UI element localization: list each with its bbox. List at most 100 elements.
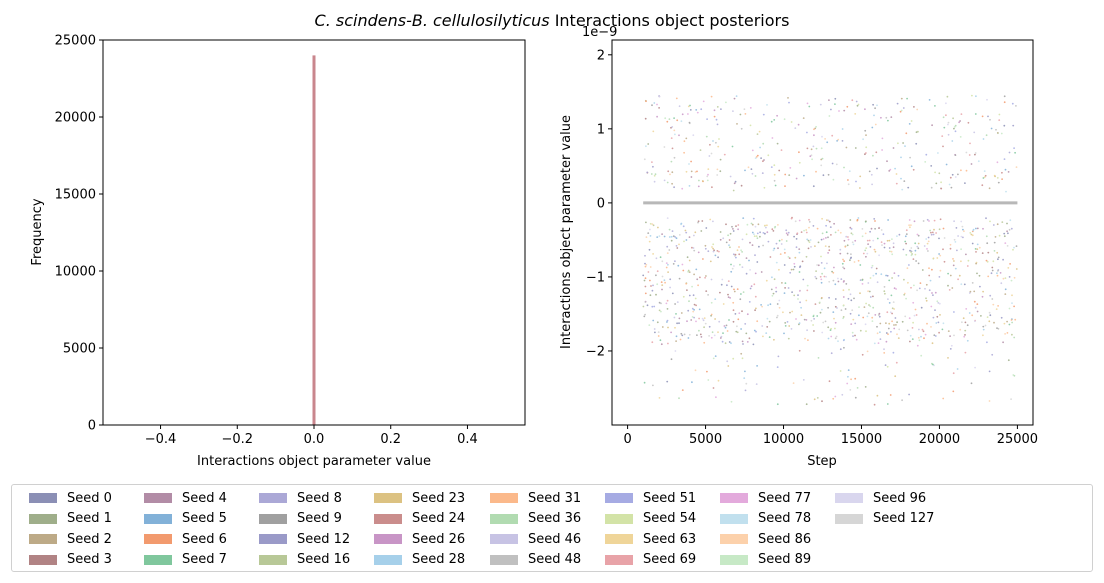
- trace-point: [1006, 230, 1008, 233]
- trace-point: [868, 290, 871, 293]
- trace-point: [811, 158, 813, 161]
- trace-point: [798, 161, 801, 164]
- trace-point: [848, 170, 851, 173]
- trace-point: [837, 340, 839, 343]
- trace-point: [924, 161, 927, 163]
- trace-point: [885, 332, 888, 334]
- trace-point: [819, 103, 822, 106]
- trace-point: [685, 239, 688, 241]
- trace-point: [688, 236, 691, 239]
- trace-point: [960, 113, 963, 115]
- trace-point: [712, 250, 715, 253]
- trace-point: [686, 256, 689, 259]
- trace-point: [681, 113, 684, 116]
- trace-point: [864, 249, 867, 252]
- trace-point: [688, 294, 691, 297]
- trace-point: [1004, 293, 1007, 295]
- trace-point: [806, 289, 809, 292]
- trace-point: [957, 235, 959, 237]
- trace-point: [855, 180, 857, 183]
- trace-point: [717, 379, 720, 382]
- trace-point: [1006, 332, 1009, 334]
- trace-point: [809, 239, 812, 241]
- trace-point: [982, 138, 985, 140]
- trace-point: [643, 315, 646, 318]
- trace-point: [973, 290, 976, 293]
- trace-point: [692, 310, 695, 313]
- trace-point: [876, 332, 879, 335]
- trace-point: [883, 246, 886, 249]
- trace-point: [991, 298, 994, 300]
- trace-point: [954, 124, 957, 127]
- trace-point: [995, 308, 998, 310]
- trace-point: [834, 305, 837, 308]
- trace-point: [735, 330, 738, 333]
- trace-point: [1006, 320, 1008, 323]
- trace-point: [756, 133, 759, 136]
- trace-point: [778, 299, 781, 302]
- trace-point: [846, 252, 849, 255]
- trace-point: [837, 138, 840, 141]
- trace-point: [725, 223, 727, 226]
- trace-point: [687, 337, 690, 339]
- trace-point: [906, 267, 909, 270]
- trace-point: [738, 253, 741, 256]
- trace-point: [712, 357, 715, 360]
- trace-point: [739, 263, 741, 266]
- trace-point: [979, 285, 981, 288]
- trace-point: [644, 254, 646, 257]
- trace-point: [884, 292, 886, 295]
- legend-swatch: [374, 554, 402, 565]
- trace-point: [737, 318, 740, 321]
- trace-point: [938, 172, 941, 175]
- trace-point: [773, 173, 776, 176]
- trace-point: [744, 389, 747, 392]
- trace-point: [723, 153, 726, 156]
- trace-point: [870, 173, 873, 176]
- trace-point: [864, 386, 867, 388]
- trace-point: [991, 269, 994, 272]
- trace-point: [938, 276, 941, 278]
- trace-point: [1004, 168, 1007, 171]
- trace-point: [813, 398, 816, 401]
- trace-point: [997, 256, 1000, 259]
- trace-point: [797, 294, 799, 296]
- trace-point: [745, 382, 748, 385]
- trace-point: [828, 280, 831, 283]
- trace-point: [943, 237, 946, 239]
- trace-point: [716, 168, 719, 171]
- trace-point: [744, 370, 746, 373]
- trace-ytick-label: 2: [597, 48, 605, 63]
- trace-point: [671, 147, 674, 150]
- trace-point: [882, 233, 885, 236]
- trace-point: [750, 285, 753, 288]
- trace-point: [833, 222, 835, 225]
- trace-point: [736, 325, 738, 328]
- trace-point: [859, 292, 861, 295]
- trace-point: [947, 330, 950, 332]
- trace-point: [798, 271, 801, 273]
- trace-point: [736, 288, 739, 290]
- trace-point: [889, 311, 892, 314]
- trace-point: [888, 322, 891, 325]
- trace-point: [888, 170, 891, 172]
- trace-point: [894, 317, 897, 319]
- legend-swatch: [29, 554, 57, 565]
- trace-point: [672, 263, 675, 265]
- trace-point: [956, 368, 959, 370]
- trace-point: [790, 121, 793, 123]
- trace-point: [665, 262, 668, 264]
- trace-point: [663, 235, 666, 238]
- trace-point: [644, 292, 647, 295]
- trace-point: [935, 232, 937, 234]
- trace-point: [832, 279, 835, 282]
- trace-point: [649, 266, 652, 268]
- trace-point: [776, 303, 779, 305]
- trace-point: [791, 310, 794, 313]
- trace-point: [729, 175, 732, 178]
- legend-item: Seed 31: [490, 489, 581, 507]
- trace-point: [682, 295, 685, 298]
- trace-point: [964, 351, 967, 354]
- trace-point: [799, 301, 801, 304]
- trace-point: [922, 220, 925, 222]
